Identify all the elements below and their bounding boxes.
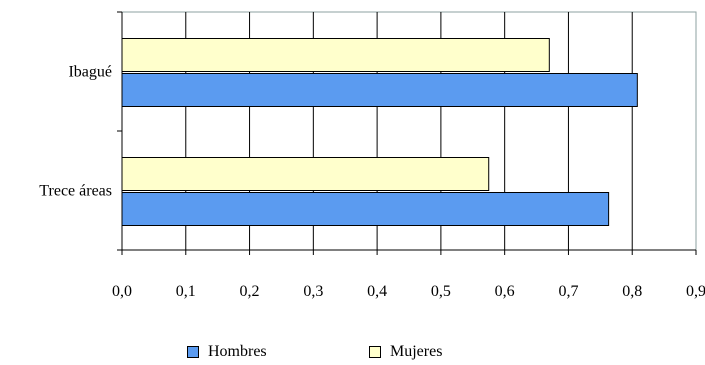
bar-hombres-1 [121, 73, 638, 107]
x-tick-label: 0,4 [367, 283, 387, 300]
y-category-label: Ibagué [68, 64, 112, 81]
bar-hombres-0 [121, 192, 610, 226]
x-tick-label: 0,5 [431, 283, 451, 300]
legend-label-mujeres: Mujeres [390, 343, 443, 360]
bar-mujeres-0 [121, 157, 490, 191]
x-tick-label: 0,0 [112, 283, 132, 300]
legend-swatch-mujeres [369, 346, 381, 358]
y-category-label: Trece áreas [39, 183, 112, 200]
x-tick-label: 0,1 [176, 283, 196, 300]
x-tick-label: 0,3 [303, 283, 323, 300]
x-tick-label: 0,8 [622, 283, 642, 300]
legend-swatch-hombres [187, 346, 199, 358]
x-tick-label: 0,6 [495, 283, 515, 300]
legend-item-hombres: Hombres [187, 343, 267, 361]
x-tick-label: 0,2 [240, 283, 260, 300]
x-tick-label: 0,7 [558, 283, 578, 300]
x-tick-label: 0,9 [686, 283, 705, 300]
legend-item-mujeres: Mujeres [369, 343, 442, 361]
legend-label-hombres: Hombres [208, 343, 267, 360]
bar-mujeres-1 [121, 38, 550, 72]
